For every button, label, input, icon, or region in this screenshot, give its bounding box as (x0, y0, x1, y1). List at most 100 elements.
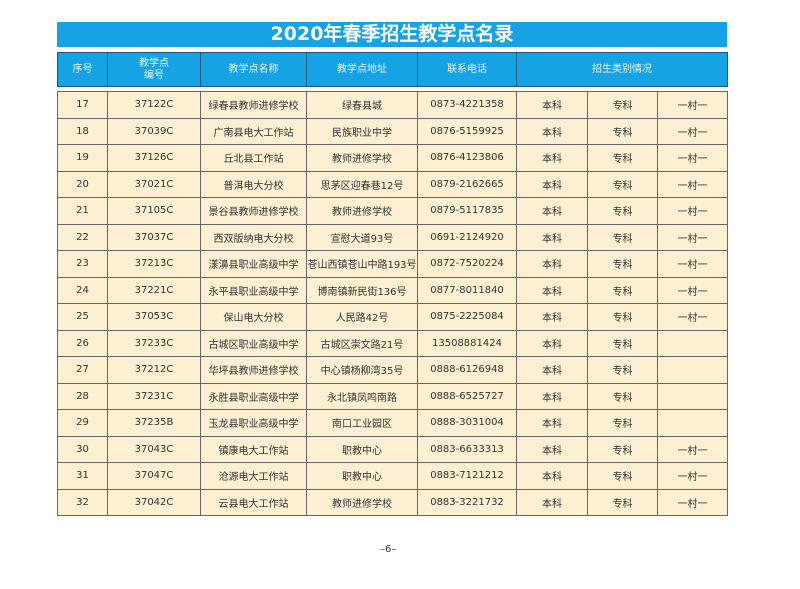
cell-address: 苍山西镇苍山中路193号 (306, 250, 418, 278)
cell-index: 19 (57, 144, 108, 172)
table-row: 31 37047C 沧源电大工作站 职教中心 0883-7121212 本科 专科 一村一 (57, 462, 728, 490)
cell-index: 24 (57, 276, 108, 304)
table-row: 21 37105C 景谷县教师进修学校 教师进修学校 0879-5117835 本科 专科一… (57, 197, 728, 225)
cell-college: 专科 (587, 488, 658, 516)
cell-undergrad: 本科 (516, 435, 588, 463)
cell-address: 人民路42号 (306, 303, 418, 331)
cell-code: 37213C (107, 250, 201, 278)
cell-name: 华坪县教师进修学校 (200, 356, 307, 384)
cell-index: 32 (57, 488, 108, 516)
cell-phone: 0879-2162665 (417, 170, 517, 198)
cell-undergrad: 本科 (516, 117, 588, 145)
cell-college: 专科 (587, 329, 658, 357)
cell-college: 专科 (587, 91, 658, 119)
cell-address: 教师进修学校 (306, 197, 418, 225)
cell-college: 专科 (587, 462, 658, 490)
cell-phone: 0883-7121212 (417, 462, 517, 490)
cell-address: 职教中心 (306, 462, 418, 490)
cell-code: 37105C (107, 197, 201, 225)
cell-address: 永北镇凤鸣南路 (306, 382, 418, 410)
cell-phone: 0877-8011840 (417, 276, 517, 304)
cell-college: 专科 (587, 170, 658, 198)
table-row: 18 37039C 广南县电大工作站 民族职业中学 0876-5159925 本科 专科 一村… (57, 117, 728, 145)
cell-code: 37221C (107, 276, 201, 304)
cell-undergrad: 本科 (516, 223, 588, 251)
cell-address: 民族职业中学 (306, 117, 418, 145)
cell-code: 37235B (107, 409, 201, 437)
cell-name: 广南县电大工作站 (200, 117, 307, 145)
cell-index: 31 (57, 462, 108, 490)
cell-village: 一村一 (657, 170, 728, 198)
cell-village: 一村一 (657, 117, 728, 145)
cell-name: 镇康电大工作站 (200, 435, 307, 463)
cell-index: 28 (57, 382, 108, 410)
cell-address: 古城区崇文路21号 (306, 329, 418, 357)
cell-phone: 0876-4123806 (417, 144, 517, 172)
cell-name: 永平县职业高级中学 (200, 276, 307, 304)
cell-index: 26 (57, 329, 108, 357)
cell-index: 23 (57, 250, 108, 278)
cell-college: 专科 (587, 197, 658, 225)
cell-village: 一村一 (657, 197, 728, 225)
cell-code: 37053C (107, 303, 201, 331)
table-row: 19 37126C 丘北县工作站 教师进修学校 0876-4123806 本科 专科 一村一 (57, 144, 728, 172)
cell-address: 思茅区迎春巷12号 (306, 170, 418, 198)
header-index: 序号 (57, 52, 108, 87)
cell-village (657, 329, 728, 357)
cell-undergrad: 本科 (516, 250, 588, 278)
table-row: 22 37037C 西双版纳电大分校 宣慰大道93号 0691-2124920 本科 专科一… (57, 223, 728, 251)
cell-code: 37047C (107, 462, 201, 490)
cell-name: 沧源电大工作站 (200, 462, 307, 490)
page-number: –6– (380, 544, 397, 555)
cell-name: 景谷县教师进修学校 (200, 197, 307, 225)
header-code: 教学点编号 (107, 52, 201, 87)
header-name: 教学点名称 (200, 52, 307, 87)
cell-college: 专科 (587, 382, 658, 410)
cell-phone: 0888-6126948 (417, 356, 517, 384)
cell-undergrad: 本科 (516, 197, 588, 225)
cell-code: 37212C (107, 356, 201, 384)
cell-undergrad: 本科 (516, 409, 588, 437)
cell-address: 教师进修学校 (306, 144, 418, 172)
cell-index: 17 (57, 91, 108, 119)
table-row: 28 37231C 永胜县职业高级中学 永北镇凤鸣南路 0888-6525727 本科 专科 (57, 382, 728, 410)
header-categories: 招生类别情况 (515, 52, 729, 87)
cell-address: 绿春县城 (306, 91, 418, 119)
table-row: 20 37021C 普洱电大分校 思茅区迎春巷12号 0879-2162665 本科 专科一… (57, 170, 728, 198)
cell-phone: 0888-3031004 (417, 409, 517, 437)
page-title: 2020年春季招生教学点名录 (57, 22, 727, 47)
cell-address: 职教中心 (306, 435, 418, 463)
cell-name: 保山电大分校 (200, 303, 307, 331)
cell-code: 37126C (107, 144, 201, 172)
cell-index: 21 (57, 197, 108, 225)
cell-code: 37122C (107, 91, 201, 119)
cell-college: 专科 (587, 409, 658, 437)
cell-index: 22 (57, 223, 108, 251)
cell-name: 玉龙县职业高级中学 (200, 409, 307, 437)
cell-name: 绿春县教师进修学校 (200, 91, 307, 119)
cell-phone: 0876-5159925 (417, 117, 517, 145)
cell-name: 古城区职业高级中学 (200, 329, 307, 357)
cell-name: 云县电大工作站 (200, 488, 307, 516)
cell-phone: 0883-6633313 (417, 435, 517, 463)
cell-phone: 0879-5117835 (417, 197, 517, 225)
cell-village (657, 409, 728, 437)
cell-name: 漾濞县职业高级中学 (200, 250, 307, 278)
cell-index: 18 (57, 117, 108, 145)
cell-undergrad: 本科 (516, 462, 588, 490)
table-row: 30 37043C 镇康电大工作站 职教中心 0883-6633313 本科 专科 一村一 (57, 435, 728, 463)
cell-college: 专科 (587, 223, 658, 251)
cell-college: 专科 (587, 117, 658, 145)
cell-code: 37037C (107, 223, 201, 251)
cell-village: 一村一 (657, 488, 728, 516)
cell-undergrad: 本科 (516, 170, 588, 198)
cell-village: 一村一 (657, 144, 728, 172)
cell-name: 永胜县职业高级中学 (200, 382, 307, 410)
cell-phone: 13508881424 (417, 329, 517, 357)
cell-village: 一村一 (657, 435, 728, 463)
cell-college: 专科 (587, 276, 658, 304)
cell-college: 专科 (587, 435, 658, 463)
table-row: 27 37212C 华坪县教师进修学校 中心镇杨柳湾35号 0888-6126948 本科… (57, 356, 728, 384)
table-row: 25 37053C 保山电大分校 人民路42号 0875-2225084 本科 专科 一村一 (57, 303, 728, 331)
cell-undergrad: 本科 (516, 356, 588, 384)
